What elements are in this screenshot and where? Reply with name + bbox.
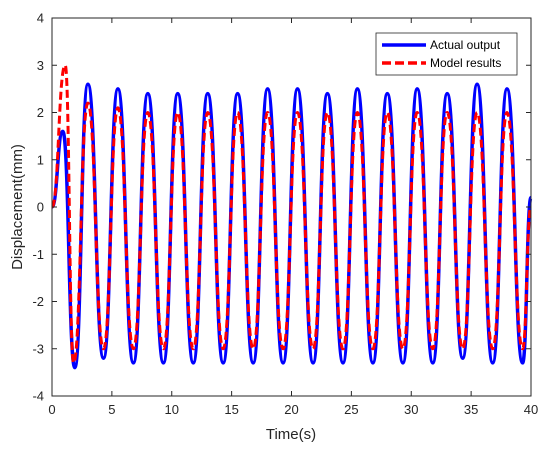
x-tick-label: 30 — [404, 402, 418, 417]
y-tick-label: -4 — [32, 389, 44, 404]
x-tick-label: 35 — [464, 402, 478, 417]
y-tick-label: 2 — [37, 105, 44, 120]
y-tick-label: -1 — [32, 247, 44, 262]
x-tick-label: 0 — [48, 402, 55, 417]
y-tick-label: 1 — [37, 152, 44, 167]
x-tick-label: 10 — [165, 402, 179, 417]
legend-label-actual-output: Actual output — [430, 38, 501, 52]
legend-box — [375, 32, 518, 76]
x-tick-label: 15 — [224, 402, 238, 417]
x-tick-label: 40 — [524, 402, 538, 417]
series-layer — [50, 63, 533, 370]
legend-label-model-results: Model results — [430, 56, 501, 70]
y-tick-label: -3 — [32, 341, 44, 356]
x-tick-label: 25 — [344, 402, 358, 417]
y-tick-label: 0 — [37, 200, 44, 215]
x-tick-label: 5 — [108, 402, 115, 417]
series-line-model-results — [50, 63, 533, 365]
tick-layer: 0 5 10 15 20 25 30 35 40 -4 -3 -2 -1 0 1 2 3 4 — [32, 11, 538, 418]
y-tick-label: 3 — [37, 58, 44, 73]
y-tick-label: -2 — [32, 294, 44, 309]
y-tick-label: 4 — [37, 11, 44, 26]
x-axis-label: Time(s) — [266, 426, 316, 443]
x-tick-label: 20 — [284, 402, 298, 417]
legend: Actual output Model results — [375, 32, 518, 76]
y-axis-label: Displacement(mm) — [9, 144, 26, 270]
